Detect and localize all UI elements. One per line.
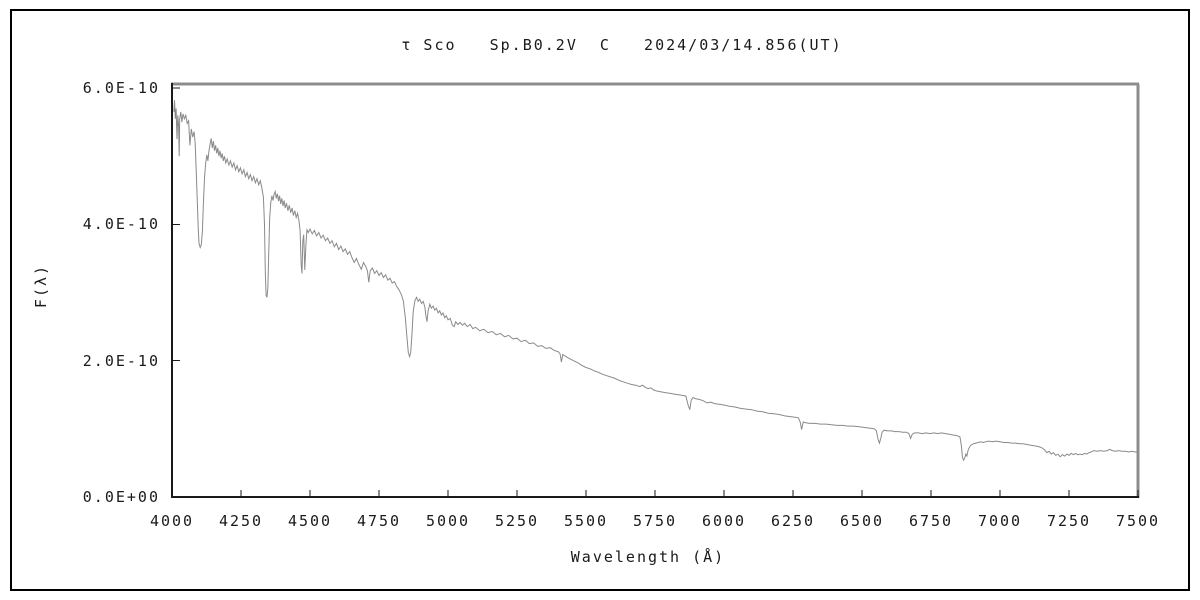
x-tick-label: 6500 <box>839 512 885 530</box>
x-tick-label: 4000 <box>149 512 195 530</box>
chart-outer-border <box>10 9 1190 591</box>
x-tick-label: 5250 <box>494 512 540 530</box>
x-axis-title: Wavelength (Å) <box>570 548 726 566</box>
y-axis-title: F(λ) <box>32 263 50 309</box>
y-tick-label: 2.0E-10 <box>82 351 160 370</box>
chart-title: τ Sco Sp.B0.2V C 2024/03/14.856(UT) <box>401 36 843 54</box>
x-tick-label: 7500 <box>1115 512 1161 530</box>
y-tick-label: 4.0E-10 <box>82 215 160 234</box>
x-tick-label: 7000 <box>977 512 1023 530</box>
x-tick-label: 6000 <box>701 512 747 530</box>
x-tick-label: 6250 <box>770 512 816 530</box>
x-tick-label: 5750 <box>632 512 678 530</box>
x-tick-label: 4750 <box>356 512 402 530</box>
x-tick-label: 7250 <box>1046 512 1092 530</box>
y-tick-label: 6.0E-10 <box>82 79 160 97</box>
x-tick-label: 5500 <box>563 512 609 530</box>
spectrum-line <box>173 100 1138 462</box>
x-tick-label: 5000 <box>425 512 471 530</box>
y-tick-label: 0.0E+00 <box>82 488 160 506</box>
x-tick-label: 6750 <box>908 512 954 530</box>
x-tick-label: 4250 <box>218 512 264 530</box>
x-tick-label: 4500 <box>287 512 333 530</box>
